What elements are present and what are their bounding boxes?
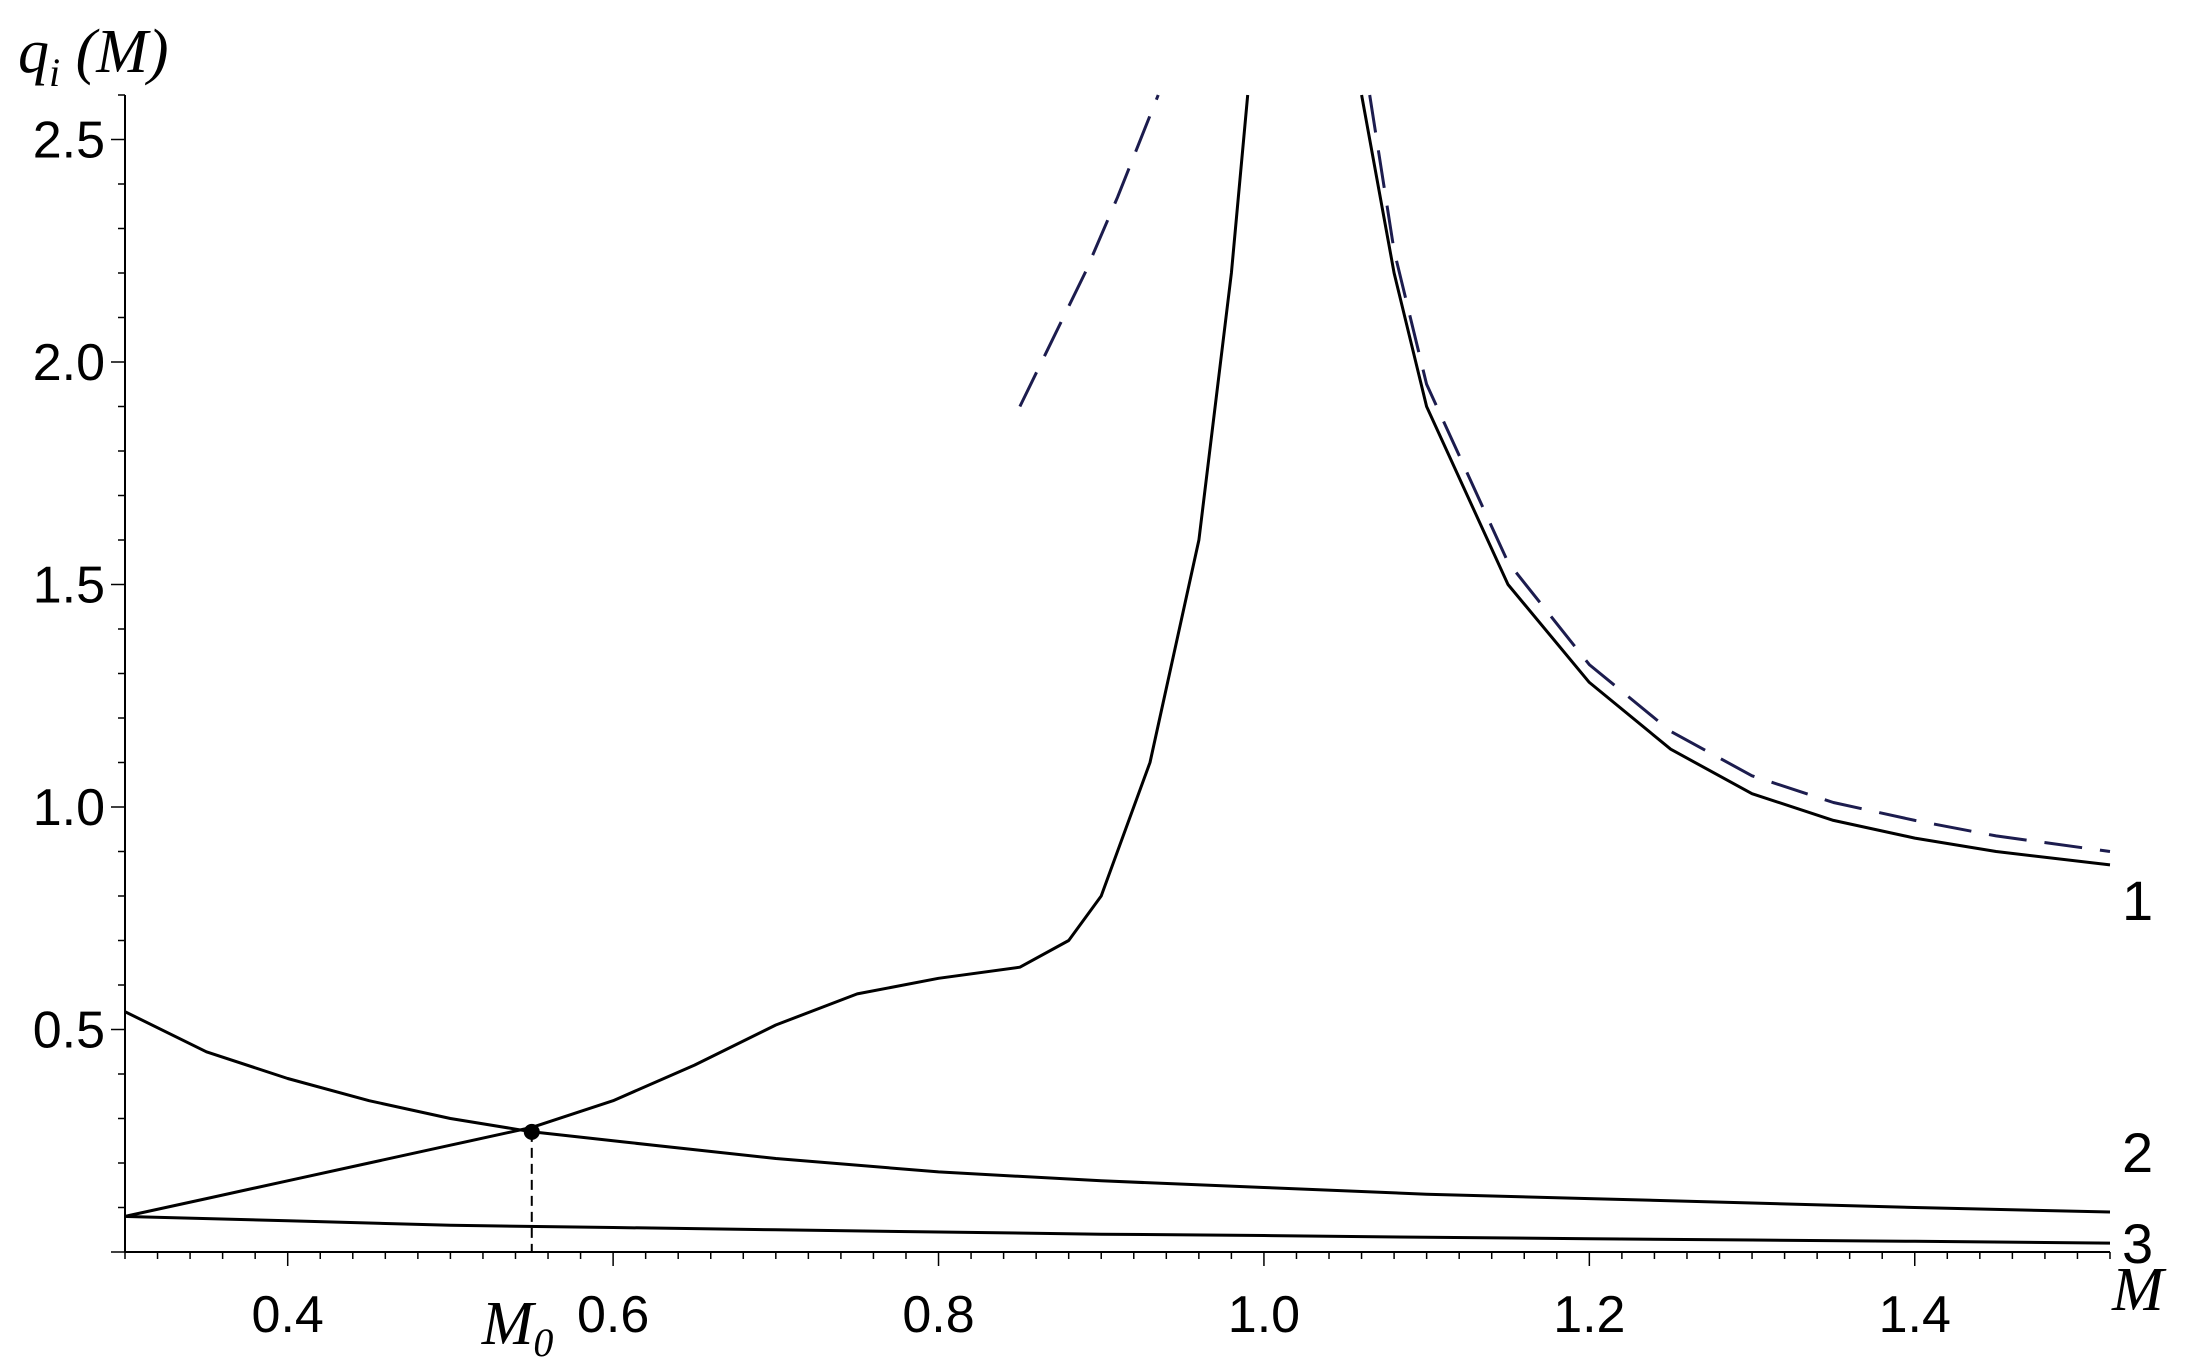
y-tick-label: 2.5 — [33, 112, 105, 170]
axes: 0.4 0.6 0.8 1.0 1.2 1.4 0.5 1.0 1.5 2.0 2.5 — [33, 94, 2111, 1344]
asymptote-dashed-line — [1368, 94, 2111, 853]
marker-label-m0: M0 — [481, 1290, 554, 1360]
curve-label-2: 2 — [2122, 1121, 2153, 1184]
y-title-main: q — [18, 18, 49, 86]
intersection-point — [523, 1123, 540, 1140]
y-tick-label: 2.0 — [33, 334, 105, 392]
y-axis-title: qi (M) — [18, 18, 169, 95]
curve-label-3: 3 — [2122, 1212, 2153, 1275]
series-line-3 — [124, 1214, 2111, 1245]
marker-label-m0-subscript: 0 — [533, 1320, 553, 1360]
curve-label-1: 1 — [2122, 869, 2153, 932]
series-line-1 — [1360, 94, 2111, 867]
x-tick-label: 1.2 — [1553, 1286, 1625, 1344]
intersection-marker: M0 — [481, 1123, 554, 1360]
series-group — [124, 94, 2111, 1245]
x-tick-label: 0.4 — [252, 1286, 324, 1344]
y-tick-label: 1.0 — [33, 779, 105, 837]
x-tick-label: 0.8 — [902, 1286, 974, 1344]
y-title-subscript: i — [49, 50, 60, 95]
asymptote-dashed-line — [1018, 94, 1160, 408]
y-tick-label: 0.5 — [33, 1002, 105, 1060]
y-title-argument: (M) — [60, 18, 168, 86]
x-tick-label: 1.4 — [1879, 1286, 1951, 1344]
y-ticks: 0.5 1.0 1.5 2.0 2.5 — [33, 94, 125, 1253]
x-ticks: 0.4 0.6 0.8 1.0 1.2 1.4 — [124, 1252, 2111, 1344]
series-line-2 — [124, 1010, 2111, 1214]
x-tick-label: 1.0 — [1228, 1286, 1300, 1344]
series-line-1 — [124, 94, 1250, 1218]
y-tick-label: 1.5 — [33, 557, 105, 615]
x-tick-label: 0.6 — [577, 1286, 649, 1344]
curve-labels: 1 2 3 — [2122, 869, 2153, 1275]
x-axis-title: M — [2111, 1256, 2167, 1324]
